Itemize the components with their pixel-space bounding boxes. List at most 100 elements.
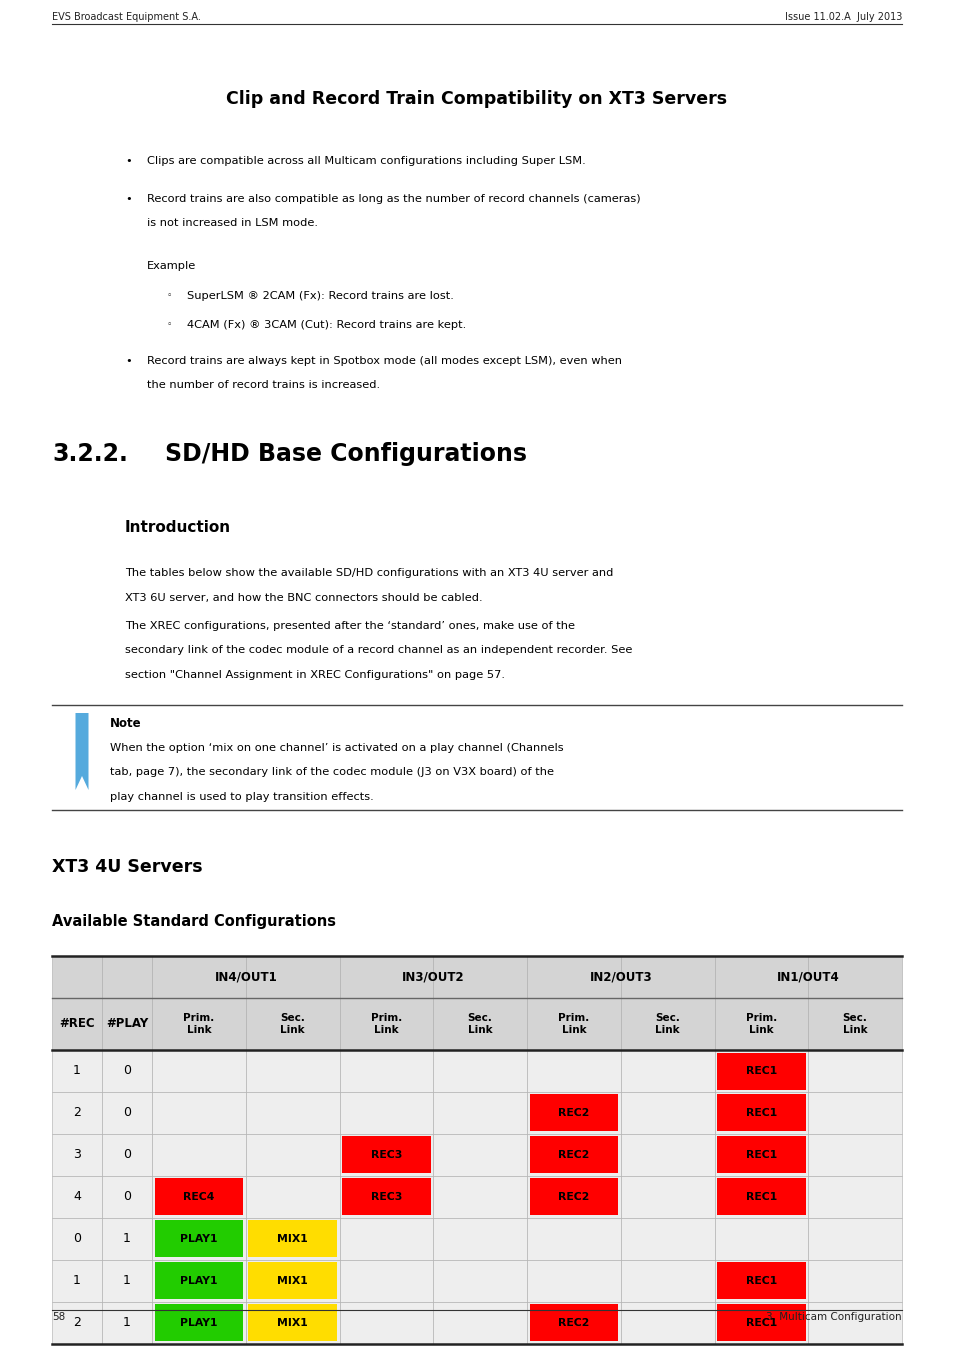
Text: IN2/OUT3: IN2/OUT3 [589, 971, 652, 984]
Bar [526, 956, 620, 998]
Bar [52, 998, 102, 1050]
Bar [620, 1050, 714, 1092]
Bar [714, 1260, 807, 1301]
Bar [526, 1218, 620, 1260]
Text: IN4/OUT1: IN4/OUT1 [214, 971, 276, 984]
Text: Sec.
Link: Sec. Link [655, 1014, 679, 1035]
Bar [339, 1260, 433, 1301]
Bar [526, 998, 620, 1050]
Text: PLAY1: PLAY1 [180, 1276, 217, 1287]
Bar [620, 1260, 714, 1301]
Text: REC3: REC3 [371, 1192, 401, 1202]
Bar [152, 1176, 246, 1218]
Bar [526, 1092, 620, 1134]
Bar [714, 956, 807, 998]
Text: #PLAY: #PLAY [106, 1018, 148, 1030]
Text: •: • [125, 194, 132, 204]
Bar [152, 1134, 246, 1176]
Text: Clip and Record Train Compatibility on XT3 Servers: Clip and Record Train Compatibility on X… [226, 90, 727, 108]
Bar [433, 1134, 526, 1176]
Bar [152, 956, 246, 998]
Text: PLAY1: PLAY1 [180, 1234, 217, 1243]
Bar [529, 1095, 618, 1131]
Bar [526, 1134, 620, 1176]
Bar [807, 1218, 901, 1260]
Bar [529, 1137, 618, 1173]
Text: 0: 0 [73, 1233, 81, 1246]
Bar [714, 1301, 807, 1345]
Text: tab, page 7), the secondary link of the codec module (J3 on V3X board) of the: tab, page 7), the secondary link of the … [110, 768, 554, 778]
Bar [620, 1134, 714, 1176]
Text: IN3/OUT2: IN3/OUT2 [401, 971, 464, 984]
Bar [102, 1176, 152, 1218]
Bar [339, 956, 433, 998]
Bar [807, 1050, 901, 1092]
Bar [102, 1301, 152, 1345]
Text: Sec.
Link: Sec. Link [467, 1014, 492, 1035]
Bar [433, 1260, 526, 1301]
Text: 1: 1 [123, 1233, 131, 1246]
Text: The XREC configurations, presented after the ‘standard’ ones, make use of the: The XREC configurations, presented after… [125, 621, 575, 630]
Text: SuperLSM ® 2CAM (Fx): Record trains are lost.: SuperLSM ® 2CAM (Fx): Record trains are … [187, 292, 454, 301]
Text: IN1/OUT4: IN1/OUT4 [776, 971, 839, 984]
Bar [246, 1092, 339, 1134]
Bar [102, 1050, 152, 1092]
Bar [102, 956, 152, 998]
Text: REC1: REC1 [745, 1150, 776, 1160]
Text: XT3 4U Servers: XT3 4U Servers [52, 859, 202, 876]
Bar [620, 998, 714, 1050]
Text: REC4: REC4 [183, 1192, 214, 1202]
Text: 1: 1 [73, 1065, 81, 1077]
Text: #REC: #REC [59, 1018, 94, 1030]
Bar [154, 1179, 243, 1215]
Bar [52, 1218, 102, 1260]
Bar [341, 1179, 431, 1215]
Text: Prim.
Link: Prim. Link [745, 1014, 776, 1035]
Bar [154, 1304, 243, 1342]
Bar [807, 1260, 901, 1301]
Bar [526, 1176, 620, 1218]
Bar [714, 1176, 807, 1218]
Bar [102, 1218, 152, 1260]
Text: 1: 1 [123, 1316, 131, 1330]
Bar [807, 1092, 901, 1134]
Bar [52, 1176, 102, 1218]
Text: REC1: REC1 [745, 1192, 776, 1202]
Text: 3. Multicam Configuration: 3. Multicam Configuration [765, 1312, 901, 1322]
Bar [52, 1050, 102, 1092]
Bar [433, 956, 526, 998]
Text: Introduction: Introduction [125, 521, 231, 536]
Text: Available Standard Configurations: Available Standard Configurations [52, 914, 335, 929]
Bar [248, 1262, 336, 1300]
Bar [52, 1092, 102, 1134]
Bar [102, 1134, 152, 1176]
Text: Prim.
Link: Prim. Link [558, 1014, 589, 1035]
Bar [52, 1260, 102, 1301]
Text: Note: Note [110, 717, 141, 730]
Bar [246, 1050, 339, 1092]
Bar [526, 1050, 620, 1092]
Text: 4CAM (Fx) ® 3CAM (Cut): Record trains are kept.: 4CAM (Fx) ® 3CAM (Cut): Record trains ar… [187, 320, 466, 329]
Bar [807, 1134, 901, 1176]
Text: •: • [125, 157, 132, 166]
Bar [339, 1134, 433, 1176]
Bar [339, 1301, 433, 1345]
Bar [807, 1301, 901, 1345]
Text: REC2: REC2 [558, 1150, 589, 1160]
Text: 1: 1 [123, 1274, 131, 1288]
Bar [152, 1218, 246, 1260]
Bar [717, 1137, 805, 1173]
Bar [248, 1220, 336, 1257]
Text: 3: 3 [73, 1149, 81, 1161]
Text: 0: 0 [123, 1149, 131, 1161]
Text: play channel is used to play transition effects.: play channel is used to play transition … [110, 792, 374, 802]
Bar [529, 1179, 618, 1215]
Bar [246, 956, 339, 998]
Bar [52, 1134, 102, 1176]
Bar [102, 998, 152, 1050]
Bar [152, 998, 246, 1050]
Text: MIX1: MIX1 [277, 1318, 308, 1328]
Text: 4: 4 [73, 1191, 81, 1203]
Text: Sec.
Link: Sec. Link [280, 1014, 305, 1035]
Text: The tables below show the available SD/HD configurations with an XT3 4U server a: The tables below show the available SD/H… [125, 568, 613, 579]
